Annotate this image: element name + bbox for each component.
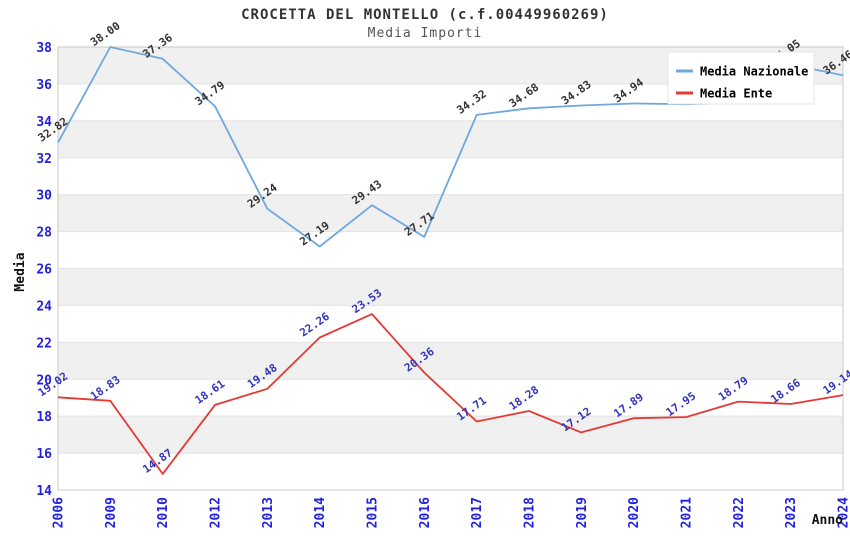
x-axis-title: Anno — [812, 513, 843, 528]
x-tick-label: 2015 — [366, 497, 381, 528]
y-axis-title: Media — [13, 252, 28, 291]
x-tick-label: 2012 — [209, 497, 224, 528]
y-tick-label: 28 — [36, 226, 52, 241]
y-tick-label: 34 — [36, 115, 52, 130]
legend: Media Nazionale Media Ente — [667, 51, 815, 105]
legend-label: Media Ente — [700, 87, 772, 101]
y-tick-label: 36 — [36, 78, 52, 93]
x-tick-label: 2022 — [732, 497, 747, 528]
chart-title: CROCETTA DEL MONTELLO (c.f.00449960269) — [241, 7, 609, 23]
series-line-media-ente — [57, 313, 844, 475]
y-axis-labels: 38 36 34 32 30 28 26 24 22 20 18 16 14 — [36, 41, 52, 499]
x-tick-label: 2018 — [523, 497, 538, 528]
y-tick-label: 14 — [36, 484, 52, 499]
x-tick-label: 2016 — [418, 497, 433, 528]
y-tick-label: 38 — [36, 41, 52, 56]
y-tick-label: 18 — [36, 410, 52, 425]
y-tick-label: 26 — [36, 263, 52, 278]
legend-box — [667, 51, 815, 105]
x-tick-label: 2021 — [680, 497, 695, 528]
y-tick-label: 32 — [36, 152, 52, 167]
y-tick-label: 16 — [36, 447, 52, 462]
y-tick-label: 24 — [36, 299, 52, 314]
x-tick-label: 2024 — [837, 497, 850, 528]
chart-subtitle: Media Importi — [367, 26, 483, 41]
x-tick-label: 2010 — [156, 497, 171, 528]
point-label: 38.00 — [88, 19, 123, 49]
x-tick-label: 2020 — [627, 497, 642, 528]
legend-item-media-nazionale: Media Nazionale — [676, 65, 808, 79]
x-tick-label: 2009 — [104, 497, 119, 528]
y-tick-label: 30 — [36, 189, 52, 204]
legend-item-media-ente: Media Ente — [676, 87, 772, 101]
x-tick-label: 2017 — [470, 497, 485, 528]
x-axis-labels: 2006 2009 2010 2012 2013 2014 2015 2016 2017 2018… — [52, 497, 850, 528]
x-tick-label: 2019 — [575, 497, 590, 528]
y-tick-label: 20 — [36, 373, 52, 388]
x-tick-label: 2014 — [313, 497, 328, 528]
plot-border — [57, 46, 844, 491]
x-tick-label: 2023 — [784, 497, 799, 528]
y-tick-label: 22 — [36, 336, 52, 351]
legend-label: Media Nazionale — [700, 65, 808, 79]
x-tick-label: 2013 — [261, 497, 276, 528]
x-tick-label: 2006 — [52, 497, 67, 528]
